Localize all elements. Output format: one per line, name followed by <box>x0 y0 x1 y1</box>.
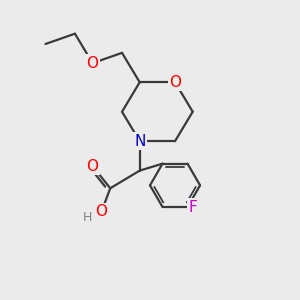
Text: H: H <box>82 211 92 224</box>
Text: O: O <box>87 159 99 174</box>
Text: O: O <box>169 75 181 90</box>
Text: F: F <box>188 200 197 214</box>
Text: O: O <box>87 56 99 70</box>
Text: N: N <box>134 134 146 149</box>
Text: O: O <box>95 204 107 219</box>
